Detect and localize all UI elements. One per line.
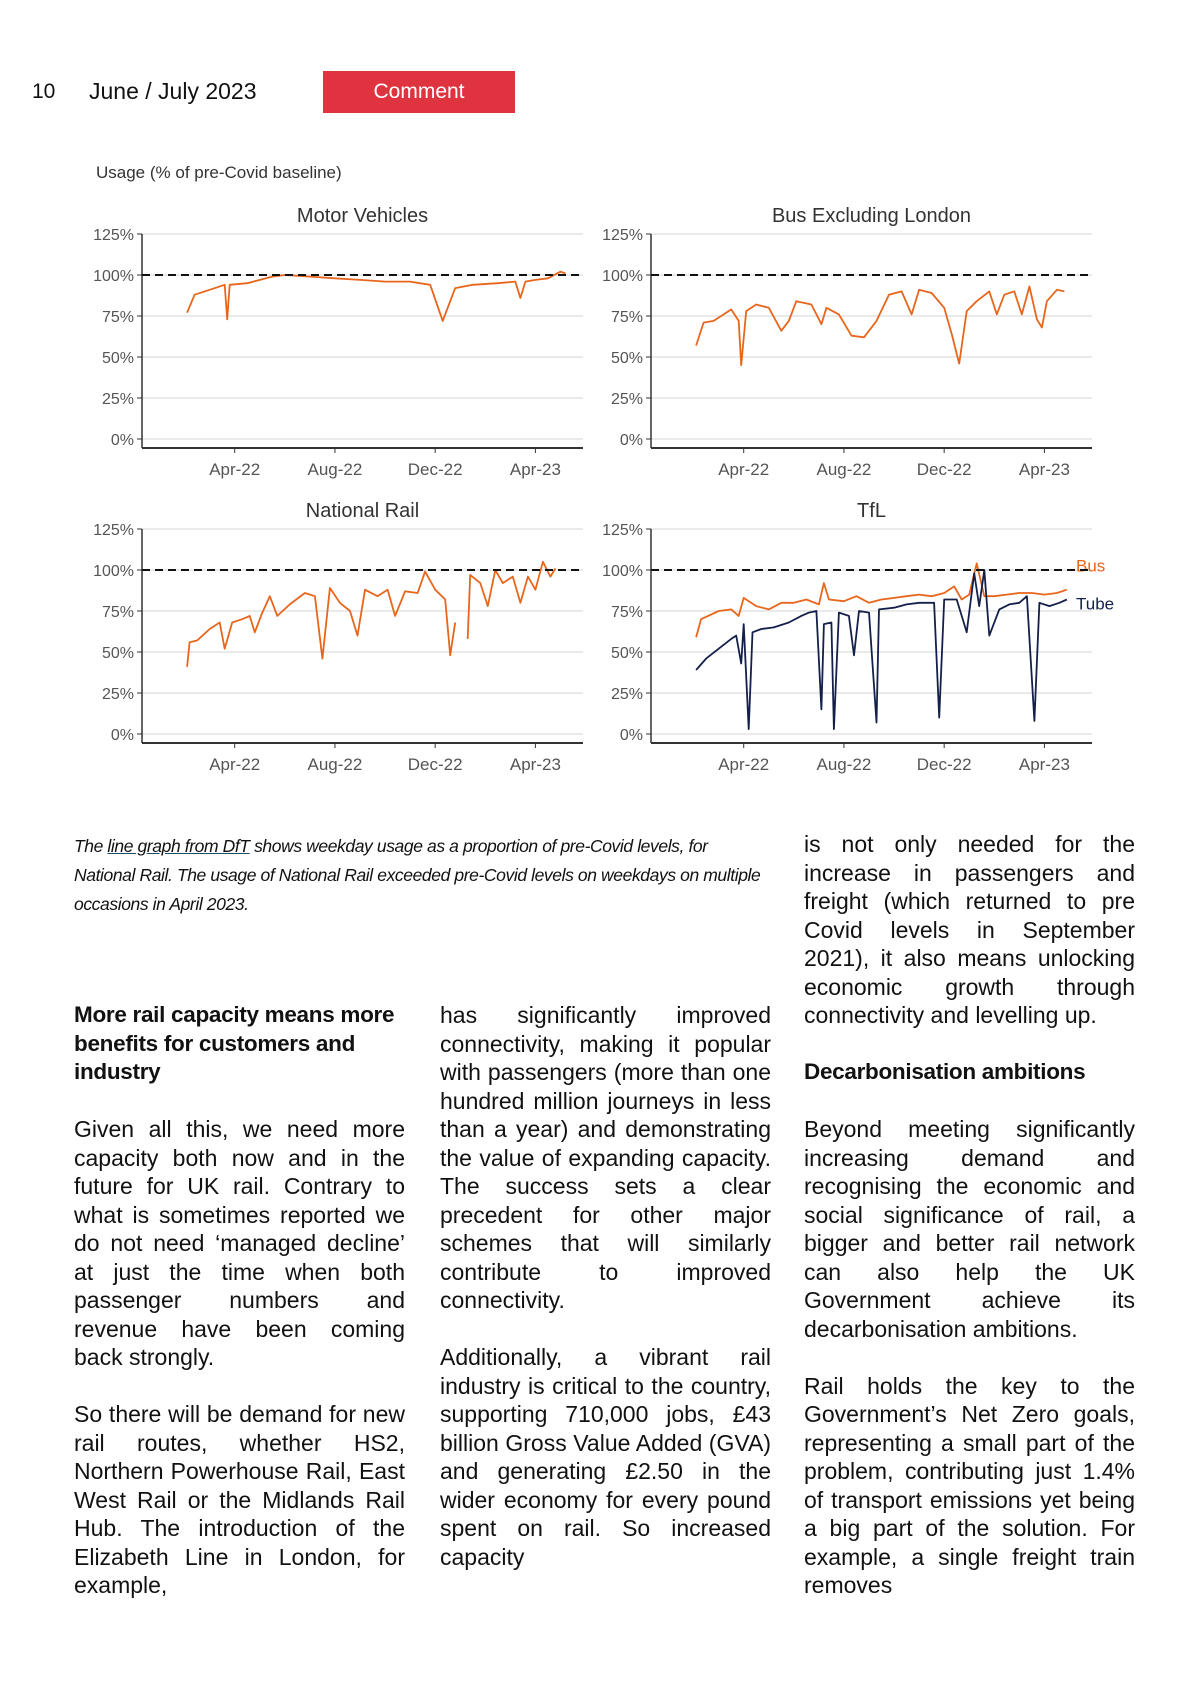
series-line-tube [695,569,1068,730]
y-tick-label: 125% [602,522,643,539]
y-tick-label: 75% [611,604,643,621]
chart-panel-national-rail: National Rail 0% 25% 50% 75% 100% 125% Apr-22 Au… [93,500,583,774]
x-tick-label: Apr-22 [718,755,769,774]
y-tick-label: 50% [102,645,134,662]
paragraph: So there will be demand for new rail rou… [74,1401,405,1598]
paragraph: Given all this, we need more capacity bo… [74,1116,405,1370]
dft-graph-link[interactable]: line graph from DfT [107,836,250,856]
x-tick-label: Dec-22 [917,755,972,774]
y-tick-label: 50% [611,645,643,662]
series-line-national-rail [186,560,557,667]
x-tick-label: Apr-23 [510,460,561,479]
y-tick-label: 25% [611,391,643,408]
series-label: Tube [1076,595,1114,614]
x-tick-label: Apr-22 [718,460,769,479]
y-tick-label: 50% [611,350,643,367]
page-number: 10 [32,80,56,103]
panel-title: TfL [857,500,886,522]
paragraph: is not only needed for the increase in p… [804,831,1135,1028]
x-tick-label: Dec-22 [917,460,972,479]
y-tick-label: 125% [93,522,134,539]
section-heading-decarbonisation: Decarbonisation ambitions [804,1059,1086,1084]
x-tick-label: Dec-22 [408,460,463,479]
x-tick-label: Apr-23 [510,755,561,774]
caption-text: shows weekday usage as a proportion of p… [74,836,761,914]
y-tick-label: 25% [102,391,134,408]
x-tick-label: Apr-22 [209,755,260,774]
y-tick-label: 100% [602,563,643,580]
y-tick-label: 0% [620,432,643,449]
caption-prefix: The [74,836,108,856]
y-tick-label: 75% [611,309,643,326]
x-tick-label: Aug-22 [308,460,363,479]
y-tick-label: 25% [102,686,134,703]
paragraph: Beyond meeting significantly increasing … [804,1116,1135,1342]
chart-panel-motor-vehicles: Motor Vehicles 0% 25% 50% 75% 100% 125% Apr-22 A… [93,205,583,479]
series-label: Bus [1076,557,1105,576]
x-tick-label: Aug-22 [308,755,363,774]
series-line-motor-vehicles [186,270,566,322]
section-heading-rail-capacity: More rail capacity means more benefits f… [74,1002,395,1084]
y-tick-label: 125% [602,227,643,244]
series-line-bus-excluding-london [695,285,1065,367]
usage-chart-grid: Usage (% of pre-Covid baseline) Motor Ve… [93,163,1114,774]
y-tick-label: 75% [102,309,134,326]
x-tick-label: Aug-22 [817,460,872,479]
series-line-bus [695,562,1068,638]
chart-panel-tfl: TfL 0% 25% 50% 75% 100% 125% Apr-22 Aug-22 Dec-22… [602,500,1114,774]
article-column-2: has significantly improved connectivity,… [440,1001,771,1600]
x-tick-label: Dec-22 [408,755,463,774]
issue-date: June / July 2023 [89,78,257,104]
article-column-3: is not only needed for the increase in p… [804,830,1135,1628]
y-tick-label: 50% [102,350,134,367]
y-tick-label: 100% [93,268,134,285]
section-label-comment: Comment [323,71,515,113]
y-tick-label: 25% [611,686,643,703]
article-column-1: More rail capacity means more benefits f… [74,1001,405,1628]
x-tick-label: Apr-22 [209,460,260,479]
y-tick-label: 0% [620,727,643,744]
chart-ylabel: Usage (% of pre-Covid baseline) [96,163,342,182]
x-tick-label: Apr-23 [1019,755,1070,774]
y-tick-label: 125% [93,227,134,244]
y-tick-label: 100% [93,563,134,580]
paragraph: Additionally, a vibrant rail industry is… [440,1344,771,1570]
panel-title: Bus Excluding London [772,205,971,227]
paragraph: has significantly improved connectivity,… [440,1002,771,1313]
y-tick-label: 0% [111,727,134,744]
figure-caption: The line graph from DfT shows weekday us… [74,832,770,919]
paragraph: Rail holds the key to the Government’s N… [804,1372,1135,1599]
panel-title: National Rail [306,500,419,522]
y-tick-label: 0% [111,432,134,449]
panel-title: Motor Vehicles [297,205,428,227]
x-tick-label: Apr-23 [1019,460,1070,479]
x-tick-label: Aug-22 [817,755,872,774]
y-tick-label: 100% [602,268,643,285]
y-tick-label: 75% [102,604,134,621]
chart-panel-bus-excluding-london: Bus Excluding London 0% 25% 50% 75% 100% 125% A… [602,205,1092,479]
